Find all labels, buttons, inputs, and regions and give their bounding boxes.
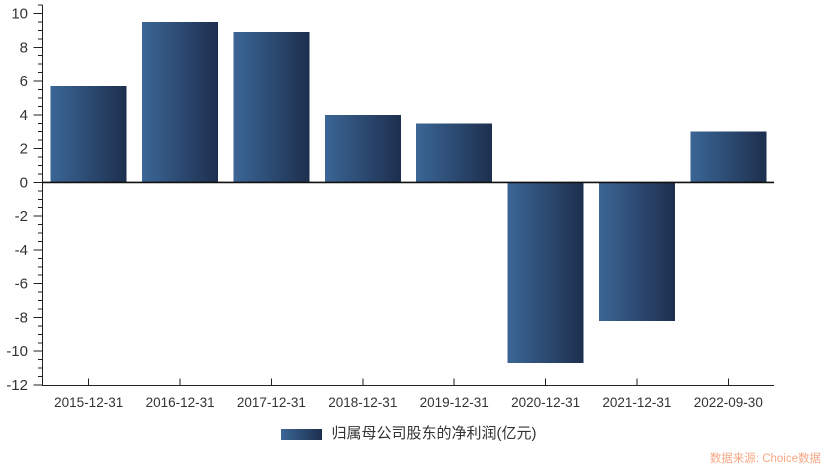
bar-2019-12-31[interactable]	[416, 123, 493, 183]
y-tick-label: -12	[6, 377, 28, 394]
y-tick-label: 10	[11, 6, 28, 23]
x-tick-label: 2020-12-31	[511, 395, 580, 410]
y-tick-label: 8	[20, 39, 28, 56]
y-tick-label: -2	[15, 208, 28, 225]
x-tick-label: 2022-09-30	[694, 395, 763, 410]
y-tick-label: -10	[6, 343, 28, 360]
x-tick-label: 2018-12-31	[328, 395, 397, 410]
x-tick-label: 2015-12-31	[54, 395, 123, 410]
x-tick-label: 2016-12-31	[146, 395, 215, 410]
y-tick-label: -4	[15, 242, 28, 259]
bar-2021-12-31[interactable]	[598, 182, 675, 321]
x-tick-label: 2021-12-31	[602, 395, 671, 410]
y-tick-label: 4	[20, 107, 28, 124]
y-tick-label: 0	[20, 174, 28, 191]
x-tick-label: 2019-12-31	[420, 395, 489, 410]
y-tick-label: 2	[20, 141, 28, 158]
bar-2016-12-31[interactable]	[142, 21, 219, 183]
bar-2015-12-31[interactable]	[50, 86, 127, 183]
x-tick-label: 2017-12-31	[237, 395, 306, 410]
y-tick-label: -8	[15, 310, 28, 327]
legend-item[interactable]: 归属母公司股东的净利润(亿元)	[43, 424, 774, 444]
bar-2022-09-30[interactable]	[690, 131, 767, 183]
legend-swatch-icon	[280, 428, 322, 440]
bar-2020-12-31[interactable]	[507, 182, 584, 364]
y-tick-label: -6	[15, 276, 28, 293]
bar-2017-12-31[interactable]	[233, 32, 310, 183]
data-source-note: 数据来源: Choice数据	[709, 453, 821, 465]
legend-label: 归属母公司股东的净利润(亿元)	[331, 425, 537, 442]
bar-2018-12-31[interactable]	[324, 114, 401, 183]
y-tick-label: 6	[20, 73, 28, 90]
